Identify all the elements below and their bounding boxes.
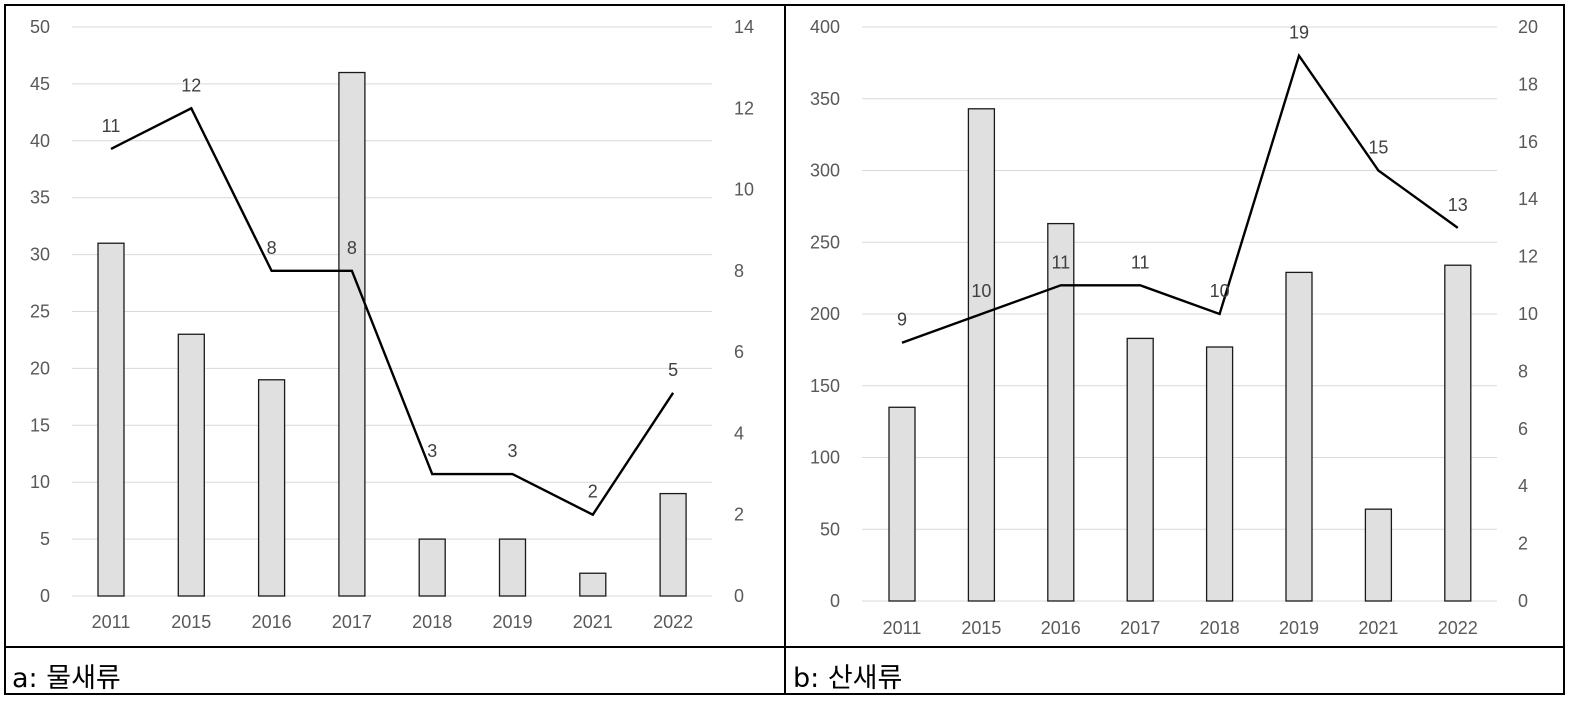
bar-b-2018 (1205, 346, 1234, 602)
data-label-a-2022: 5 (668, 360, 678, 380)
panel-a-label: a: 물새류 (12, 663, 121, 694)
data-label-b-2021: 15 (1368, 138, 1388, 158)
right-tick-b: 8 (1518, 361, 1528, 381)
panel-a-caption-rule (4, 646, 784, 648)
bar-a-2011 (97, 242, 125, 597)
data-label-a-2016: 8 (267, 238, 277, 258)
left-tick-a: 20 (30, 358, 50, 378)
data-label-a-2018: 3 (427, 441, 437, 461)
bar-b-2015 (967, 108, 996, 602)
category-label-a-2018: 2018 (412, 612, 452, 632)
category-label-a-2016: 2016 (252, 612, 292, 632)
data-label-b-2019: 19 (1289, 23, 1309, 43)
right-tick-a: 10 (734, 180, 754, 200)
category-label-b-2011: 2011 (883, 618, 922, 638)
right-tick-b: 20 (1518, 17, 1538, 37)
data-label-a-2017: 8 (347, 238, 357, 258)
bar-a-2022 (659, 492, 687, 597)
data-label-a-2019: 3 (507, 441, 517, 461)
data-label-b-2015: 10 (971, 281, 991, 301)
category-label-a-2021: 2021 (573, 612, 613, 632)
data-label-b-2016: 11 (1051, 252, 1070, 272)
category-label-a-2015: 2015 (171, 612, 211, 632)
right-tick-b: 6 (1518, 419, 1528, 439)
right-tick-b: 14 (1518, 189, 1538, 209)
right-tick-b: 16 (1518, 132, 1538, 152)
category-label-a-2022: 2022 (653, 612, 693, 632)
line-series-a (110, 106, 675, 517)
data-label-b-2017: 11 (1131, 252, 1150, 272)
bar-a-2019 (498, 538, 527, 597)
category-label-b-2019: 2019 (1279, 618, 1319, 638)
left-tick-b: 400 (810, 17, 840, 37)
line-series-b (901, 52, 1459, 344)
right-tick-a: 14 (734, 17, 754, 37)
left-tick-b: 150 (810, 376, 840, 396)
left-tick-a: 35 (30, 188, 50, 208)
right-tick-b: 4 (1518, 476, 1528, 496)
bar-b-2016 (1047, 222, 1075, 602)
category-label-b-2018: 2018 (1200, 618, 1240, 638)
right-tick-b: 2 (1518, 534, 1528, 554)
bar-a-2015 (177, 333, 205, 597)
left-tick-a: 50 (30, 17, 50, 37)
data-label-b-2022: 13 (1448, 195, 1468, 215)
data-label-a-2021: 2 (588, 482, 598, 502)
left-tick-b: 350 (810, 89, 840, 109)
bar-b-2011 (888, 406, 916, 602)
right-tick-b: 0 (1518, 591, 1528, 611)
left-tick-b: 100 (810, 448, 840, 468)
panel-b-caption-rule (786, 646, 1565, 648)
left-tick-b: 300 (810, 161, 840, 181)
right-tick-a: 0 (734, 586, 744, 606)
right-tick-a: 2 (734, 505, 744, 525)
left-tick-b: 50 (820, 519, 840, 539)
left-tick-b: 0 (830, 591, 840, 611)
left-tick-a: 0 (40, 586, 50, 606)
left-tick-a: 45 (30, 74, 50, 94)
left-tick-b: 250 (810, 232, 840, 252)
right-tick-b: 12 (1518, 247, 1538, 267)
bar-a-2018 (418, 538, 446, 597)
category-label-b-2022: 2022 (1438, 618, 1478, 638)
right-tick-a: 6 (734, 342, 744, 362)
category-label-b-2017: 2017 (1120, 618, 1160, 638)
data-label-a-2015: 12 (181, 75, 201, 95)
left-tick-a: 25 (30, 302, 50, 322)
data-label-a-2011: 11 (102, 116, 121, 136)
bar-b-2021 (1364, 508, 1393, 602)
right-tick-b: 18 (1518, 74, 1538, 94)
category-label-b-2015: 2015 (961, 618, 1001, 638)
left-tick-a: 40 (30, 131, 50, 151)
bar-a-2016 (257, 379, 286, 597)
left-tick-a: 5 (40, 529, 50, 549)
category-label-b-2016: 2016 (1041, 618, 1081, 638)
category-label-b-2021: 2021 (1358, 618, 1398, 638)
left-tick-a: 30 (30, 245, 50, 265)
right-tick-a: 4 (734, 423, 744, 443)
left-tick-a: 15 (30, 415, 50, 435)
bar-b-2019 (1285, 271, 1313, 602)
bar-a-2021 (579, 572, 607, 597)
category-label-a-2011: 2011 (92, 612, 131, 632)
right-tick-a: 8 (734, 261, 744, 281)
left-tick-a: 10 (30, 472, 50, 492)
bar-b-2022 (1444, 264, 1472, 602)
left-tick-b: 200 (810, 304, 840, 324)
panel-divider (784, 4, 786, 695)
panel-b-label: b: 산새류 (793, 663, 903, 694)
category-label-a-2019: 2019 (492, 612, 532, 632)
data-label-b-2011: 9 (897, 310, 907, 330)
right-tick-b: 10 (1518, 304, 1538, 324)
right-tick-a: 12 (734, 98, 754, 118)
bar-a-2017 (338, 71, 366, 597)
category-label-a-2017: 2017 (332, 612, 372, 632)
bar-b-2017 (1126, 337, 1154, 602)
data-label-b-2018: 10 (1210, 281, 1230, 301)
